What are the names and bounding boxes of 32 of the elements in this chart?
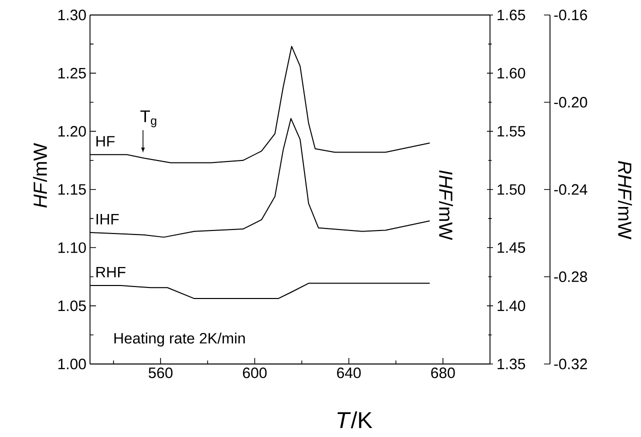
- y-tick-label: 1.15: [58, 184, 86, 195]
- y2-tick-label: 1.55: [498, 126, 526, 137]
- y-tick-label: 1.05: [58, 300, 86, 312]
- y-axis-title: HF/mW: [33, 142, 47, 208]
- y2-tick-label: 1.40: [498, 300, 526, 312]
- y3-tick-label: -0.20: [554, 96, 588, 108]
- y3-axis-title: RHF/mW: [618, 161, 632, 240]
- y-tick-label: 1.25: [58, 68, 86, 78]
- legend-label: HF: [96, 136, 115, 146]
- x-axis-title: T/K: [338, 411, 372, 428]
- annotation: T$_{g}$: [140, 110, 156, 128]
- y-tick-label: 1.30: [58, 10, 86, 20]
- y3-tick-label: -0.16: [554, 10, 588, 20]
- y3-tick-label: -0.32: [554, 358, 587, 370]
- y2-tick-label: 1.35: [498, 358, 526, 370]
- y-tick-label: 1.10: [58, 242, 86, 253]
- y2-tick-label: 1.65: [498, 10, 526, 20]
- y3-tick-label: -0.28: [554, 271, 588, 282]
- x-tick-label: 600: [242, 368, 267, 378]
- y-tick-label: 1.00: [58, 358, 86, 370]
- series-label: IHF: [96, 214, 119, 224]
- y3-tick-label: -0.24: [554, 184, 588, 195]
- x-tick-label: 680: [431, 368, 455, 378]
- y2-tick-label: 1.45: [498, 242, 526, 253]
- y-tick-label: 1.20: [58, 126, 86, 137]
- x-tick-label: 640: [337, 368, 361, 378]
- annotation: Heating rate 2K/min: [114, 332, 245, 347]
- y2-axis-title: IHF/mW: [439, 170, 453, 240]
- x-tick-label: 560: [148, 368, 173, 378]
- y2-tick-label: 1.50: [498, 184, 526, 195]
- series-label: RHF: [96, 266, 126, 278]
- y2-tick-label: 1.60: [498, 68, 526, 78]
